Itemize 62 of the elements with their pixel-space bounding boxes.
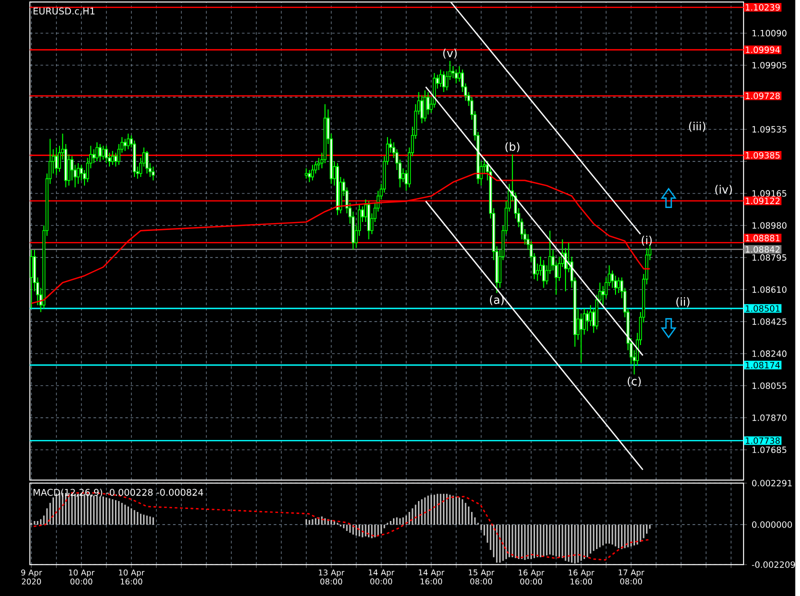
y-tick-label: 1.08425: [752, 318, 786, 325]
text: EURUSD.c,H1: [34, 7, 94, 16]
candlestick: [111, 150, 114, 166]
ref-line-label: 1.08881: [746, 234, 780, 242]
ref-line-label: 1.09122: [746, 197, 780, 204]
candlestick: [311, 164, 314, 181]
candlestick: [95, 142, 98, 162]
y-tick-label: -0.002209: [752, 561, 795, 568]
candlestick: [104, 145, 108, 164]
y-tick-label: 1.07685: [752, 446, 786, 453]
candlestick: [580, 313, 583, 363]
y-tick-label: 1.10090: [752, 30, 786, 36]
ref-line-label: 1.09728: [746, 92, 780, 99]
y-tick-label: 0.000000: [752, 521, 792, 528]
annotation: (b): [505, 142, 520, 152]
y-tick-label: 1.08980: [752, 222, 786, 228]
candlestick: [54, 146, 58, 176]
ref-line-label: 1.08501: [746, 304, 780, 312]
candlestick: [614, 274, 617, 296]
candlestick: [423, 90, 426, 122]
candlestick: [76, 162, 80, 184]
ref-line-label: 1.09994: [746, 46, 780, 53]
text: MACD(12,26,9) -0.000228 -0.000824: [34, 488, 204, 497]
candlestick: [602, 285, 605, 306]
ref-line-label: 1.08842: [746, 246, 780, 252]
candlestick: [542, 259, 546, 288]
candlestick: [126, 132, 130, 150]
candlestick: [442, 70, 446, 92]
candlestick: [30, 249, 33, 309]
candlestick: [304, 168, 308, 179]
candlestick: [102, 145, 105, 160]
y-tick-label: 0.002291: [752, 480, 792, 486]
annotation: (ii): [676, 297, 690, 308]
y-tick-label: 1.09165: [752, 190, 786, 196]
candlestick: [420, 94, 424, 124]
candlestick: [98, 143, 102, 162]
annotation: (iii): [689, 122, 706, 132]
candlestick: [586, 310, 589, 332]
candlestick: [145, 150, 148, 174]
y-tick-label: 1.08055: [752, 382, 786, 389]
annotation: (a): [490, 295, 504, 306]
candlestick: [114, 152, 118, 167]
candlestick: [92, 148, 96, 164]
y-tick-label: 1.09535: [752, 126, 786, 132]
y-tick-label: 1.08240: [752, 350, 786, 357]
annotation: (iv): [715, 184, 732, 195]
y-tick-label: 1.08610: [752, 286, 786, 293]
y-tick-label: 1.08795: [752, 254, 786, 261]
y-tick-label: 1.09905: [752, 62, 786, 68]
candlestick: [617, 276, 620, 294]
ref-line-label: 1.10239: [746, 4, 780, 10]
candlestick: [124, 138, 127, 152]
y-tick-label: 1.07870: [752, 414, 786, 421]
ref-line-label: 1.08174: [746, 362, 780, 368]
candlestick: [454, 68, 458, 84]
annotation: (c): [628, 376, 641, 386]
candlestick: [308, 169, 311, 182]
ref-line-label: 1.07738: [746, 437, 780, 444]
candlestick: [152, 166, 155, 181]
annotation: (v): [443, 48, 457, 58]
candlestick: [439, 68, 442, 88]
ref-line-label: 1.09385: [746, 152, 780, 158]
